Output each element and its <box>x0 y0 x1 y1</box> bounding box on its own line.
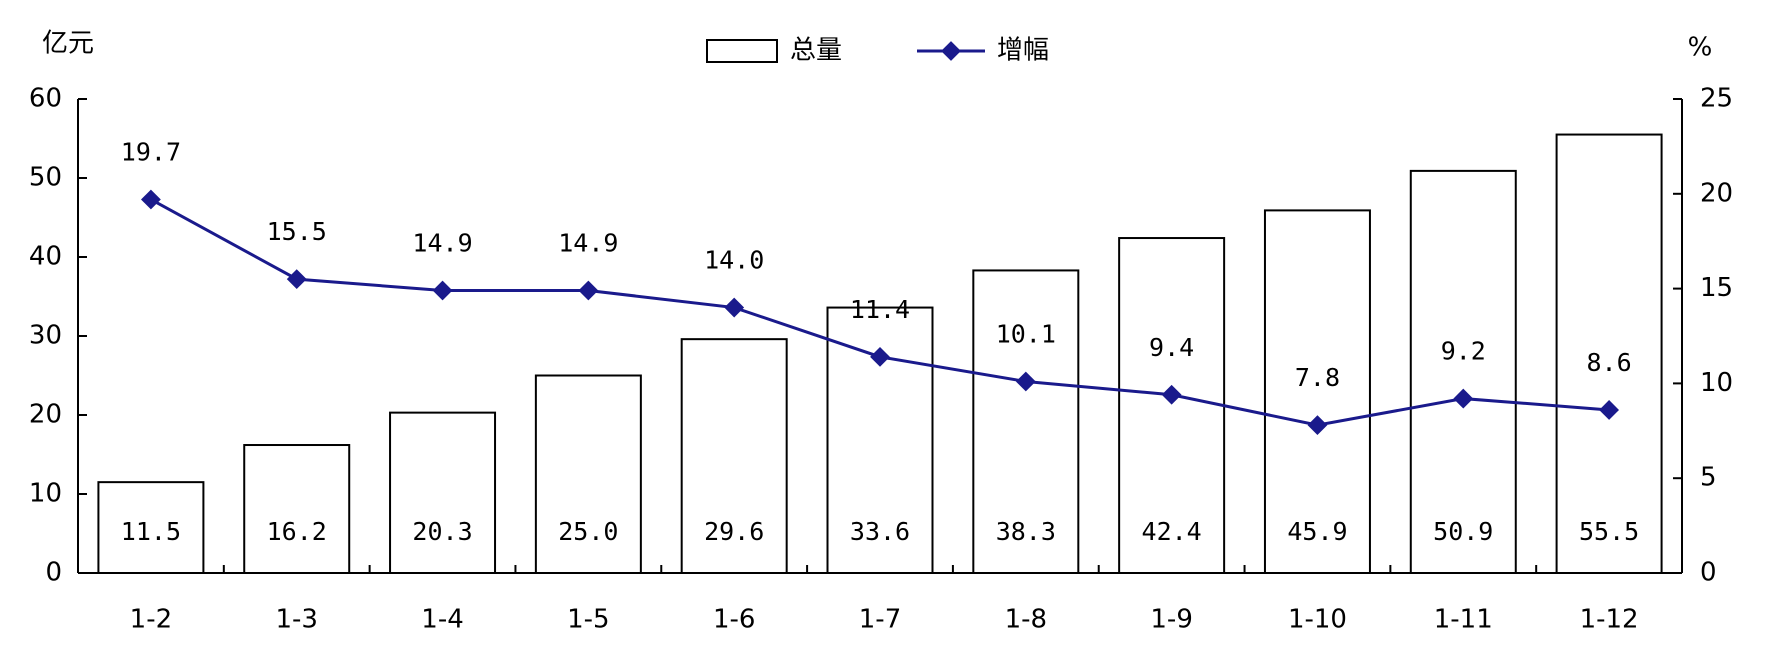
bar <box>534 374 642 574</box>
bar-value-label: 45.9 <box>1287 517 1347 546</box>
y2-tick-label: 0 <box>1700 558 1717 588</box>
y-tick-label: 30 <box>29 321 62 351</box>
line-value-label: 10.1 <box>996 320 1056 349</box>
x-tick-label: 1-4 <box>421 605 463 635</box>
y2-tick-label: 10 <box>1700 368 1733 398</box>
line-value-label: 9.4 <box>1149 333 1194 362</box>
y-tick-label: 10 <box>29 479 62 509</box>
x-tick-label: 1-12 <box>1580 605 1639 635</box>
legend-swatch <box>706 39 778 63</box>
line-marker <box>870 346 890 367</box>
y-tick-label: 50 <box>29 163 62 193</box>
line-value-label: 11.4 <box>850 295 910 324</box>
y2-tick-label: 25 <box>1700 84 1733 114</box>
y-tick-label: 0 <box>45 558 62 588</box>
y-tick-label: 20 <box>29 400 62 430</box>
x-tick-label: 1-10 <box>1288 605 1347 635</box>
y2-tick-label: 5 <box>1700 463 1717 493</box>
x-tick-label: 1-3 <box>275 605 317 635</box>
bar-value-label: 20.3 <box>412 517 472 546</box>
line-value-label: 15.5 <box>267 217 327 246</box>
line-marker <box>141 189 161 210</box>
x-tick-label: 1-8 <box>1005 605 1047 635</box>
line-marker <box>1307 415 1328 436</box>
line-marker <box>1599 400 1619 420</box>
bar <box>97 481 205 574</box>
y-axis-label: 亿元 <box>42 29 94 59</box>
y2-tick-label: 15 <box>1700 273 1733 303</box>
line-value-label: 14.9 <box>558 228 618 257</box>
bar-value-label: 33.6 <box>850 517 910 546</box>
bar-value-label: 11.5 <box>121 517 181 546</box>
bar <box>243 444 351 574</box>
x-tick-label: 1-2 <box>130 605 172 635</box>
x-tick-label: 1-9 <box>1150 605 1192 635</box>
bar <box>1555 133 1663 575</box>
bar-value-label: 50.9 <box>1433 517 1493 546</box>
bar-value-label: 55.5 <box>1579 517 1639 546</box>
legend-marker <box>941 41 961 61</box>
line-marker <box>1161 384 1182 405</box>
bar-value-label: 42.4 <box>1142 517 1202 546</box>
y-tick-label: 40 <box>29 242 62 272</box>
bar <box>1118 237 1226 574</box>
line-value-label: 14.9 <box>412 228 472 257</box>
bar <box>1263 209 1371 574</box>
y-tick-label: 60 <box>29 84 62 114</box>
x-tick-label: 1-7 <box>859 605 901 635</box>
line-marker <box>286 269 307 290</box>
line-marker <box>1453 388 1474 409</box>
x-tick-label: 1-11 <box>1434 605 1493 635</box>
bar-value-label: 29.6 <box>704 517 764 546</box>
line-value-label: 14.0 <box>704 246 764 275</box>
bar-value-label: 25.0 <box>558 517 618 546</box>
bar <box>972 269 1080 574</box>
line-value-label: 8.6 <box>1587 348 1632 377</box>
line-value-label: 7.8 <box>1295 363 1340 392</box>
legend-label: 增幅 <box>997 36 1049 66</box>
line-marker <box>578 280 599 301</box>
x-tick-label: 1-5 <box>567 605 609 635</box>
bar-value-label: 38.3 <box>996 517 1056 546</box>
y2-axis-label: % <box>1688 33 1713 63</box>
line-marker <box>432 280 453 301</box>
bar <box>680 338 788 574</box>
line-value-label: 19.7 <box>121 137 181 166</box>
bar-value-label: 16.2 <box>267 517 327 546</box>
legend-label: 总量 <box>790 36 842 66</box>
line-value-label: 9.2 <box>1441 337 1486 366</box>
x-tick-label: 1-6 <box>713 605 755 635</box>
y2-tick-label: 20 <box>1700 178 1733 208</box>
bar <box>389 411 497 574</box>
bar <box>1409 169 1517 574</box>
line-marker <box>724 297 745 318</box>
